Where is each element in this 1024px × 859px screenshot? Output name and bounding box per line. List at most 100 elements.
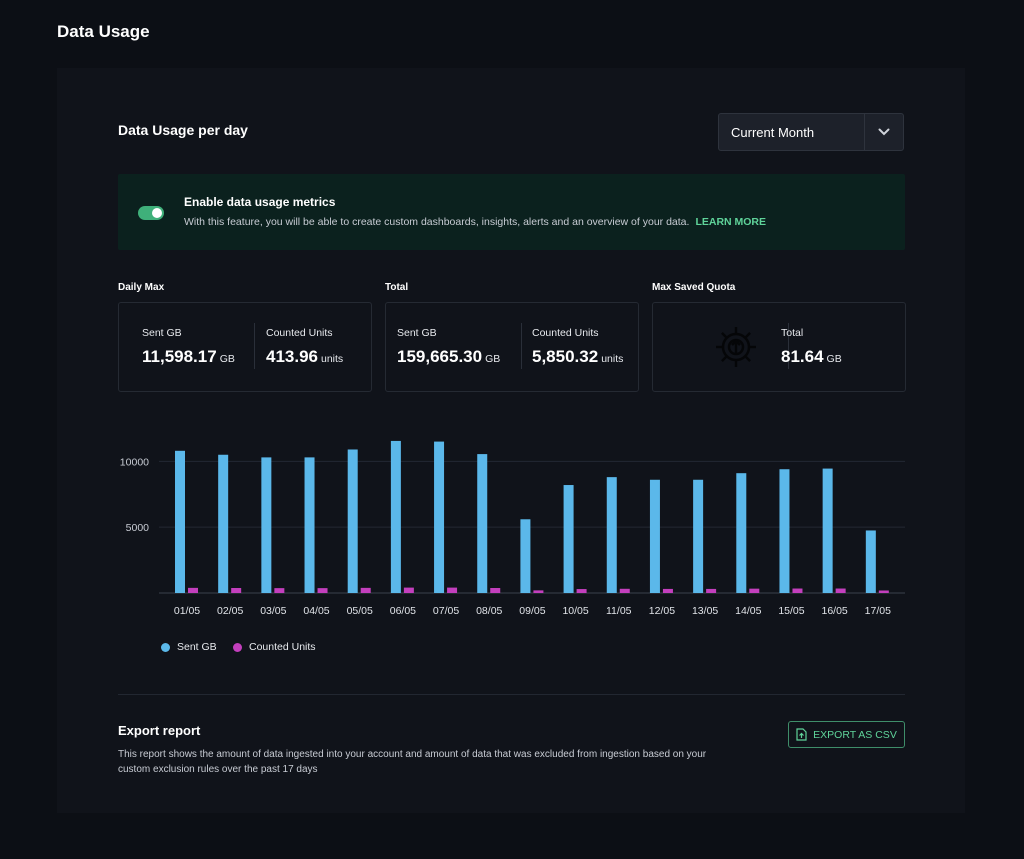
x-tick-label: 02/05	[217, 605, 243, 617]
stat-number: 413.96	[266, 347, 318, 366]
stat-value: 81.64 GB	[781, 347, 842, 367]
date-range-value: Current Month	[731, 124, 815, 140]
legend-item-units[interactable]: Counted Units	[233, 641, 316, 653]
bar-counted-units	[835, 588, 846, 593]
bar-counted-units	[662, 588, 673, 593]
date-range-select[interactable]: Current Month	[718, 113, 904, 151]
stat-unit: units	[601, 353, 624, 365]
bar-sent-gb	[563, 485, 574, 593]
usage-bar-chart: 5000 10000 01/05 02/05 03/05 04/05 05/05 06/05 0…	[120, 440, 905, 617]
x-tick-label: 17/05	[865, 605, 891, 617]
bar-counted-units	[360, 587, 371, 593]
x-tick-label: 08/05	[476, 605, 502, 617]
legend-dot	[233, 642, 242, 652]
bar-sent-gb	[865, 530, 876, 593]
bar-counted-units	[231, 587, 242, 593]
learn-more-link[interactable]: LEARN MORE	[695, 216, 767, 228]
quota-total: Total 81.64 GB	[781, 327, 842, 367]
x-tick-label: 15/05	[778, 605, 804, 617]
x-tick-label: 09/05	[519, 605, 545, 617]
x-tick-label: 16/05	[822, 605, 848, 617]
x-tick-label: 04/05	[303, 605, 329, 617]
bar-sent-gb	[779, 469, 790, 593]
bar-sent-gb	[304, 457, 315, 593]
daily-max-sent: Sent GB 11,598.17 GB	[142, 327, 235, 367]
bar-counted-units	[792, 588, 803, 593]
y-tick-label: 5000	[126, 522, 150, 534]
bar-sent-gb	[434, 441, 445, 593]
stat-caption: Sent GB	[142, 327, 182, 339]
export-title: Export report	[118, 723, 201, 738]
bar-counted-units	[447, 587, 458, 593]
stat-divider	[521, 323, 522, 369]
stat-caption: Sent GB	[397, 327, 437, 339]
stat-unit: GB	[219, 353, 235, 365]
bar-counted-units	[576, 589, 587, 593]
quota-card: Total 81.64 GB	[652, 302, 906, 392]
bar-sent-gb	[649, 479, 660, 593]
total-sent: Sent GB 159,665.30 GB	[397, 327, 500, 367]
daily-max-units: Counted Units 413.96 units	[266, 327, 343, 367]
export-description: This report shows the amount of data ing…	[118, 749, 707, 775]
export-csv-button[interactable]: EXPORT AS CSV	[788, 721, 905, 748]
metrics-banner: Enable data usage metrics With this feat…	[118, 174, 905, 250]
quota-label: Max Saved Quota	[652, 282, 736, 293]
stat-divider	[254, 323, 255, 369]
bar-counted-units	[706, 588, 717, 593]
stat-caption: Total	[781, 327, 804, 339]
x-tick-label: 05/05	[347, 605, 373, 617]
total-units: Counted Units 5,850.32 units	[532, 327, 623, 367]
stat-value: 11,598.17 GB	[142, 347, 235, 367]
stat-number: 11,598.17	[142, 347, 217, 366]
bar-counted-units	[619, 588, 630, 593]
x-tick-label: 13/05	[692, 605, 718, 617]
x-tick-label: 10/05	[562, 605, 588, 617]
stat-value: 159,665.30 GB	[397, 347, 500, 367]
stat-unit: units	[321, 353, 344, 365]
section-title: Data Usage per day	[118, 122, 248, 138]
x-tick-label: 07/05	[433, 605, 459, 617]
banner-description-text: With this feature, you will be able to c…	[184, 216, 690, 228]
daily-max-card: Sent GB 11,598.17 GB Counted Units 413.96…	[118, 302, 372, 392]
page-title: Data Usage	[57, 22, 150, 41]
stat-unit: GB	[826, 353, 842, 365]
bar-counted-units	[403, 587, 414, 593]
legend-item-sent[interactable]: Sent GB	[161, 641, 217, 653]
bar-counted-units	[490, 587, 501, 593]
section-divider	[118, 694, 905, 695]
bar-counted-units	[188, 587, 198, 593]
metrics-toggle[interactable]	[138, 206, 164, 220]
x-tick-label: 03/05	[260, 605, 286, 617]
legend-dot	[161, 642, 170, 652]
bar-sent-gb	[218, 454, 229, 593]
bar-sent-gb	[175, 450, 185, 593]
legend-label: Counted Units	[249, 641, 316, 653]
stat-value: 5,850.32 units	[532, 347, 623, 367]
bar-sent-gb	[390, 440, 401, 593]
stat-caption: Counted Units	[532, 327, 599, 339]
x-tick-label: 12/05	[649, 605, 675, 617]
stat-divider	[788, 323, 789, 369]
x-tick-label: 01/05	[174, 605, 200, 617]
bar-counted-units	[749, 588, 760, 593]
chevron-down-icon[interactable]	[864, 114, 903, 150]
banner-description: With this feature, you will be able to c…	[184, 216, 766, 228]
daily-max-label: Daily Max	[118, 282, 165, 293]
bar-counted-units	[878, 590, 889, 593]
bar-sent-gb	[736, 473, 747, 593]
bar-sent-gb	[261, 457, 272, 593]
bar-sent-gb	[477, 454, 488, 593]
x-tick-label: 14/05	[735, 605, 761, 617]
bar-sent-gb	[822, 468, 833, 593]
y-tick-label: 10000	[120, 456, 149, 468]
total-card: Sent GB 159,665.30 GB Counted Units 5,850…	[385, 302, 639, 392]
stat-value: 413.96 units	[266, 347, 343, 367]
bar-sent-gb	[606, 477, 617, 593]
x-tick-label: 11/05	[606, 605, 632, 617]
stat-number: 159,665.30	[397, 347, 483, 366]
bar-sent-gb	[347, 449, 358, 593]
banner-title: Enable data usage metrics	[184, 195, 336, 209]
stat-number: 5,850.32	[532, 347, 599, 366]
bar-counted-units	[274, 588, 285, 593]
gear-icon	[713, 324, 759, 375]
